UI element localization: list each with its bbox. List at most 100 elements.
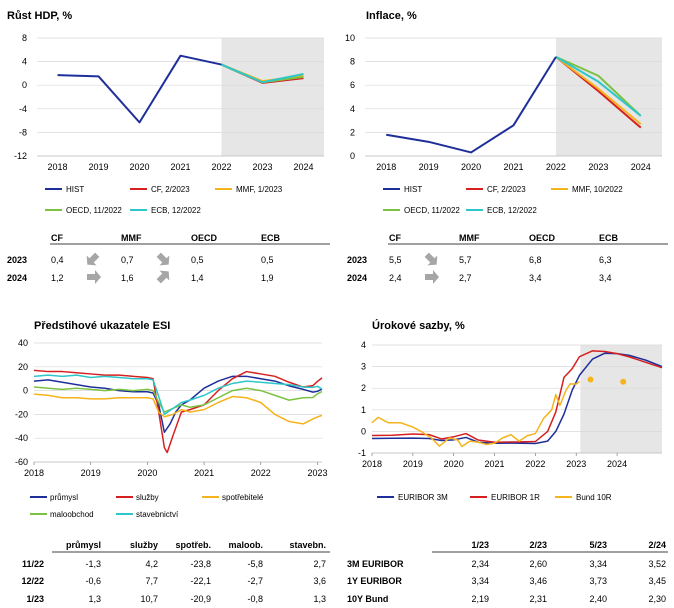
x-tick-label: 2018 — [376, 162, 396, 172]
legend-label-mmf: MMF, 1/2023 — [236, 185, 283, 194]
infl-row-year: 2024 — [347, 273, 367, 283]
series-line-maloobchod — [33, 386, 323, 413]
esi-cell: -23,8 — [190, 559, 211, 569]
legend-label-ecb: ECB, 12/2022 — [487, 206, 537, 215]
rates-row-label: 3M EURIBOR — [347, 559, 404, 569]
legend-label-maloobchod: maloobchod — [50, 510, 94, 519]
gdp-chart-title: Růst HDP, % — [7, 10, 72, 22]
infl-row-year: 2023 — [347, 255, 367, 265]
x-tick-label: 2021 — [170, 162, 190, 172]
rates-header: 2/23 — [529, 540, 547, 550]
x-tick-label: 2023 — [588, 162, 608, 172]
esi-cell: 2,7 — [313, 559, 326, 569]
inflation-table: CF MMF OECD ECB 2023 5,5 5,7 6,8 6,3 202… — [347, 233, 668, 284]
esi-row-label: 11/22 — [22, 559, 44, 569]
gdp-cell: 1,6 — [121, 273, 134, 283]
y-tick-label: -4 — [19, 104, 27, 114]
y-tick-label: 40 — [18, 338, 28, 348]
esi-cell: 1,3 — [88, 594, 101, 604]
legend-label-spotrebitele: spotřebitelé — [222, 493, 264, 502]
gdp-cell: 0,4 — [51, 255, 64, 265]
arrow-down-left-icon — [86, 252, 100, 266]
gdp-cell: 1,4 — [191, 273, 204, 283]
y-tick-label: -60 — [15, 457, 28, 467]
x-tick-label: 2024 — [607, 459, 627, 469]
gdp-legend: HIST CF, 2/2023 MMF, 1/2023 OECD, 11/202… — [45, 185, 283, 215]
legend-label-euribor-1r: EURIBOR 1R — [491, 493, 540, 502]
arrow-up-right-icon — [156, 270, 170, 284]
arrow-right-icon — [425, 270, 439, 284]
rates-cell: 3,52 — [648, 559, 666, 569]
legend-label-oecd: OECD, 11/2022 — [66, 206, 122, 215]
esi-cell: -2,7 — [247, 576, 263, 586]
esi-header: služby — [130, 540, 158, 550]
legend-label-cf: CF, 2/2023 — [487, 185, 526, 194]
gdp-row-year: 2024 — [7, 273, 27, 283]
rates-cell: 2,60 — [529, 559, 547, 569]
infl-cell: 5,7 — [459, 255, 472, 265]
infl-header-mmf: MMF — [459, 233, 480, 243]
forecast-marker — [587, 376, 594, 383]
y-tick-label: 10 — [345, 33, 355, 43]
y-tick-label: -8 — [19, 127, 27, 137]
inflation-legend: HIST CF, 2/2023 MMF, 10/2022 OECD, 11/20… — [383, 185, 623, 215]
rates-header: 5/23 — [589, 540, 607, 550]
x-tick-label: 2019 — [403, 459, 423, 469]
legend-label-euribor-3m: EURIBOR 3M — [398, 493, 448, 502]
gdp-header-cf: CF — [51, 233, 63, 243]
esi-row-label: 12/22 — [21, 576, 44, 586]
esi-cell: 7,7 — [145, 576, 158, 586]
rates-cell: 3,34 — [589, 559, 607, 569]
legend-label-bund-10r: Bund 10R — [576, 493, 612, 502]
x-tick-label: 2019 — [88, 162, 108, 172]
esi-header: spotřeb. — [175, 540, 211, 550]
series-line-spot-ebitel- — [33, 393, 323, 425]
rates-cell: 2,19 — [471, 594, 489, 604]
rates-cell: 3,34 — [471, 576, 489, 586]
y-tick-label: 4 — [350, 104, 355, 114]
series-line-euribor-3m — [371, 352, 663, 445]
x-tick-label: 2022 — [525, 459, 545, 469]
esi-cell: -22,1 — [190, 576, 211, 586]
gdp-header-mmf: MMF — [121, 233, 142, 243]
series-line-mmf-10-2022 — [555, 56, 642, 125]
x-tick-label: 2020 — [137, 468, 157, 478]
legend-label-hist: HIST — [404, 185, 422, 194]
esi-chart: -60 -40 -20 0 20 40 2018 2019 2020 2021 2022 2023 — [15, 338, 327, 478]
gdp-cell: 0,5 — [191, 255, 204, 265]
rates-cell: 2,34 — [471, 559, 489, 569]
gdp-chart: -12 -8 -4 0 4 8 2018 2019 2020 2021 2022 2023 2024 — [14, 33, 324, 172]
series-line-ecb-12-2022 — [555, 56, 642, 117]
rates-header: 2/24 — [648, 540, 666, 550]
esi-cell: 10,7 — [140, 594, 158, 604]
infl-header-cf: CF — [389, 233, 401, 243]
rates-cell: 3,46 — [529, 576, 547, 586]
inflation-chart: 0 2 4 6 8 10 2018 2019 2020 2021 2022 2023 2024 — [345, 33, 662, 172]
gdp-row-year: 2023 — [7, 255, 27, 265]
series-line-hist — [57, 54, 222, 124]
rates-cell: 2,40 — [589, 594, 607, 604]
y-tick-label: 6 — [350, 80, 355, 90]
y-tick-label: 2 — [350, 127, 355, 137]
y-tick-label: 1 — [361, 405, 366, 415]
x-tick-label: 2020 — [444, 459, 464, 469]
legend-label-mmf: MMF, 10/2022 — [572, 185, 623, 194]
y-tick-label: 3 — [361, 362, 366, 372]
y-tick-label: 0 — [350, 151, 355, 161]
arrow-right-icon — [87, 270, 101, 284]
x-tick-label: 2022 — [211, 162, 231, 172]
y-tick-label: -40 — [15, 433, 28, 443]
x-tick-label: 2019 — [419, 162, 439, 172]
y-tick-label: -20 — [15, 409, 28, 419]
esi-header: maloob. — [228, 540, 263, 550]
series-line-euribor-1r — [371, 350, 663, 443]
infl-header-ecb: ECB — [599, 233, 619, 243]
esi-cell: 3,6 — [313, 576, 326, 586]
infl-cell: 5,5 — [389, 255, 402, 265]
rates-cell: 3,73 — [589, 576, 607, 586]
x-tick-label: 2022 — [546, 162, 566, 172]
rates-legend: EURIBOR 3M EURIBOR 1R Bund 10R — [377, 493, 612, 502]
arrow-down-right-icon — [156, 252, 170, 266]
esi-chart-title: Předstihové ukazatele ESI — [34, 320, 170, 332]
